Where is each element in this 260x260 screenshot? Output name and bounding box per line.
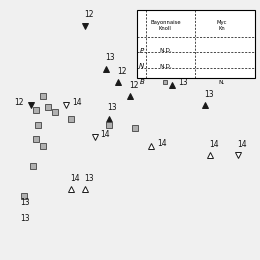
Text: 14: 14: [157, 139, 167, 148]
Text: 12: 12: [84, 10, 94, 19]
Text: 13: 13: [105, 53, 115, 62]
Text: 14: 14: [237, 140, 247, 149]
Text: 13: 13: [84, 174, 94, 183]
Text: 13: 13: [152, 53, 162, 62]
Text: 14: 14: [72, 98, 82, 107]
Text: P: P: [140, 48, 144, 54]
Text: B: B: [139, 79, 144, 85]
Text: 12: 12: [129, 81, 138, 90]
Bar: [137, 10, 255, 78]
Text: N.: N.: [219, 80, 225, 85]
Text: 14: 14: [101, 130, 110, 139]
Text: 13: 13: [108, 103, 117, 112]
Text: 13: 13: [21, 214, 30, 223]
Text: Myc
Kn: Myc Kn: [217, 20, 227, 31]
Text: N.D.: N.D.: [159, 64, 172, 69]
Text: N.D.: N.D.: [159, 48, 172, 53]
Text: 13: 13: [178, 78, 188, 87]
Text: 13: 13: [204, 90, 214, 99]
Text: 12: 12: [15, 98, 24, 107]
Text: N: N: [139, 63, 144, 69]
Text: 13: 13: [21, 198, 30, 207]
Text: 14: 14: [209, 140, 218, 149]
Text: 12: 12: [117, 67, 127, 76]
Text: 14: 14: [70, 174, 80, 183]
Text: Bayonnaise
Knoll: Bayonnaise Knoll: [150, 20, 181, 31]
